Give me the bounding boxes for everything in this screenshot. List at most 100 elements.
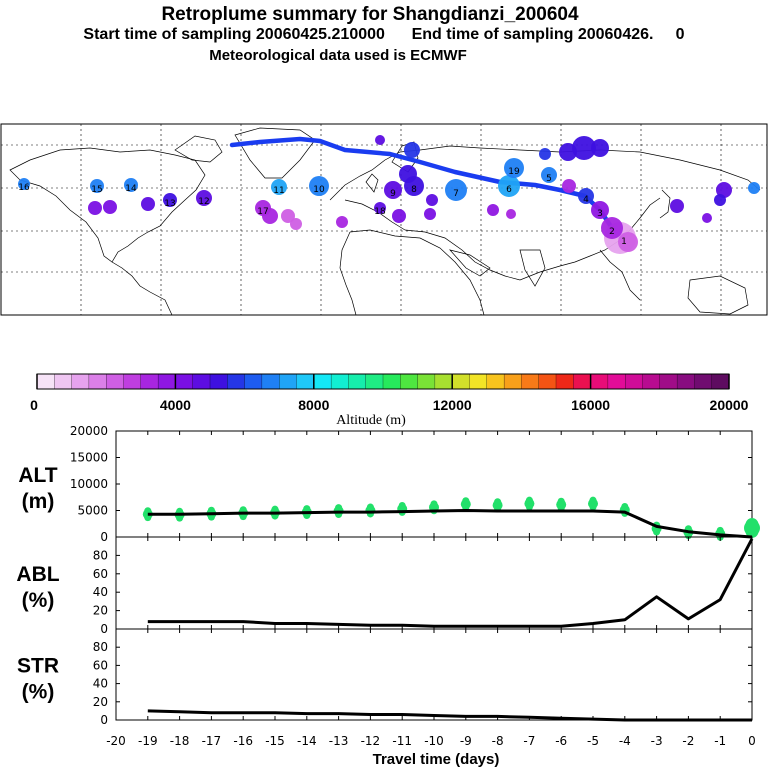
plume-marker [601, 217, 623, 239]
series-line-alt [147, 509, 753, 539]
x-axis-title: Travel time (days) [373, 751, 500, 768]
plume-marker [336, 216, 348, 228]
colorbar-tick-label: 12000 [433, 397, 472, 413]
plume-marker [124, 178, 138, 192]
colorbar-swatch [106, 373, 124, 390]
alt-scatter-point [589, 496, 597, 504]
colorbar-swatch [434, 373, 453, 390]
colorbar-swatch [417, 373, 436, 390]
colorbar-tick-label: 0 [30, 397, 38, 413]
plume-marker [290, 218, 302, 230]
y-tick-label: 0 [100, 622, 108, 636]
x-tick-label: -8 [492, 734, 504, 748]
alt-scatter-point [335, 504, 343, 512]
plume-marker [714, 194, 726, 206]
x-tick-label: 0 [748, 734, 756, 748]
plume-marker [399, 165, 417, 183]
colorbar-swatch [71, 373, 90, 390]
y-tick-label: 80 [93, 548, 108, 562]
plume-marker [748, 182, 760, 194]
y-tick-label: 5000 [77, 504, 108, 518]
alt-scatter-point [557, 497, 565, 505]
colorbar-swatch [590, 373, 609, 390]
plume-marker [281, 209, 295, 223]
x-tick-label: -11 [392, 734, 412, 748]
y-tick-label: 15000 [70, 451, 108, 465]
x-tick-label: -10 [424, 734, 444, 748]
y-axis-label: ALT (m) [18, 464, 57, 513]
colorbar-swatch [711, 373, 730, 390]
colorbar-swatch [382, 373, 401, 390]
y-tick-label: 80 [93, 640, 108, 654]
plume-marker [392, 209, 406, 223]
colorbar-swatch [123, 373, 142, 390]
plume-marker [504, 158, 524, 178]
plume-marker [384, 181, 402, 199]
colorbar-swatch [227, 373, 246, 390]
map-frame [0, 123, 768, 316]
colorbar-swatch [573, 373, 592, 390]
plume-marker [309, 176, 329, 196]
x-tick-label: -4 [619, 734, 631, 748]
alt-scatter-point [430, 500, 438, 508]
series-line-str [147, 709, 752, 722]
plume-day-label: 15 [91, 185, 102, 195]
x-tick-label: -9 [460, 734, 472, 748]
y-axis-label-name: STR [17, 655, 59, 678]
plume-day-label: 10 [313, 185, 325, 195]
plume-day-label: 17 [257, 207, 268, 217]
plume-marker [702, 213, 712, 223]
y-axis-label-unit: (m) [22, 490, 55, 513]
plume-marker [498, 175, 520, 197]
plume-day-label: 9 [390, 189, 396, 199]
x-tick-label: -16 [233, 734, 253, 748]
plume-marker [591, 201, 609, 219]
colorbar-swatch [625, 373, 643, 390]
alt-scatter-point [144, 507, 152, 515]
plume-marker [141, 197, 155, 211]
x-tick-label: -18 [170, 734, 190, 748]
panel-frame [115, 628, 753, 721]
colorbar-swatch [348, 373, 367, 390]
plume-day-label: 13 [164, 199, 175, 209]
colorbar-swatch [469, 373, 488, 390]
colorbar-swatch [365, 373, 384, 390]
plume-marker [539, 148, 551, 160]
x-tick-label: -3 [651, 734, 663, 748]
altitude-colorbar: 0 4000 8000 12000 16000 20000 [30, 373, 749, 413]
colorbar-swatch [209, 373, 228, 390]
colorbar-swatch [313, 373, 332, 390]
plume-marker [578, 188, 594, 204]
plume-marker [591, 139, 609, 157]
x-tick-label: -13 [329, 734, 349, 748]
panel-str: 80 60 40 20 0 STR (%) [17, 628, 753, 727]
plume-marker [559, 143, 577, 161]
y-tick-label: 20000 [70, 424, 108, 438]
colorbar-swatch [279, 373, 297, 390]
y-tick-label: 0 [100, 713, 108, 727]
plume-marker [375, 135, 385, 145]
colorbar-swatch [538, 373, 557, 390]
plume-day-label: 6 [506, 185, 512, 195]
alt-scatter-point [271, 505, 279, 513]
alt-scatter-point [462, 497, 470, 505]
colorbar-swatch [157, 373, 176, 390]
colorbar-swatch [175, 373, 194, 390]
plume-day-label: 12 [198, 197, 209, 207]
plume-marker [404, 142, 420, 158]
x-tick-label: -6 [555, 734, 567, 748]
colorbar-swatch [659, 373, 678, 390]
colorbar-swatch [36, 373, 55, 390]
plume-marker [262, 208, 278, 224]
colorbar-swatch [192, 373, 211, 390]
colorbar-swatch [88, 373, 107, 390]
panel-frame [115, 536, 753, 630]
alt-scatter-point [525, 496, 533, 504]
plume-marker [541, 167, 557, 183]
plume-marker [271, 179, 287, 195]
plume-marker [487, 204, 499, 216]
colorbar-swatch [244, 373, 263, 390]
y-tick-label: 60 [93, 658, 108, 672]
plume-day-label: 11 [273, 186, 284, 196]
x-tick-label: -14 [297, 734, 317, 748]
